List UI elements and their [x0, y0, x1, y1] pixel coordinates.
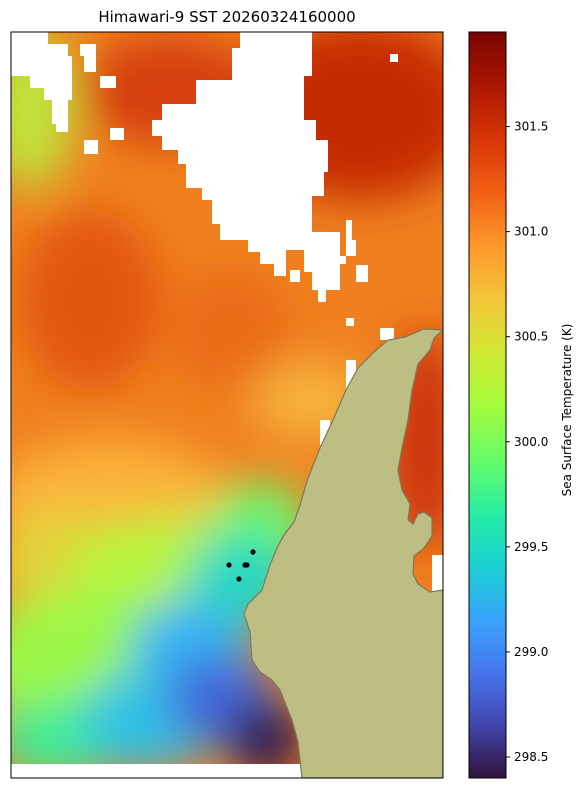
- map-title: Himawari-9 SST 20260324160000: [98, 8, 356, 26]
- marker-point: [236, 576, 242, 582]
- colorbar-tick-label: 300.5: [514, 330, 548, 344]
- colorbar: 298.5 299.0 299.5 300.0 300.5 301.0 301.5: [468, 31, 548, 779]
- land-mass: [243, 328, 443, 778]
- marker-point: [226, 562, 232, 568]
- colorbar-gradient: [468, 31, 507, 779]
- marker-point: [250, 549, 256, 555]
- colorbar-tick-label: 299.0: [514, 645, 548, 659]
- colorbar-tick-label: 301.0: [514, 225, 548, 239]
- colorbar-tick-label: 301.5: [514, 120, 548, 134]
- colorbar-tick-label: 299.5: [514, 540, 548, 554]
- map-frame: [10, 31, 444, 779]
- colorbar-tick-label: 298.5: [514, 750, 548, 764]
- observation-markers: [226, 549, 256, 582]
- sst-field: [11, 32, 443, 778]
- colorbar-tick-label: 300.0: [514, 435, 548, 449]
- marker-point: [244, 562, 250, 568]
- colorbar-label: Sea Surface Temperature (K): [560, 323, 574, 497]
